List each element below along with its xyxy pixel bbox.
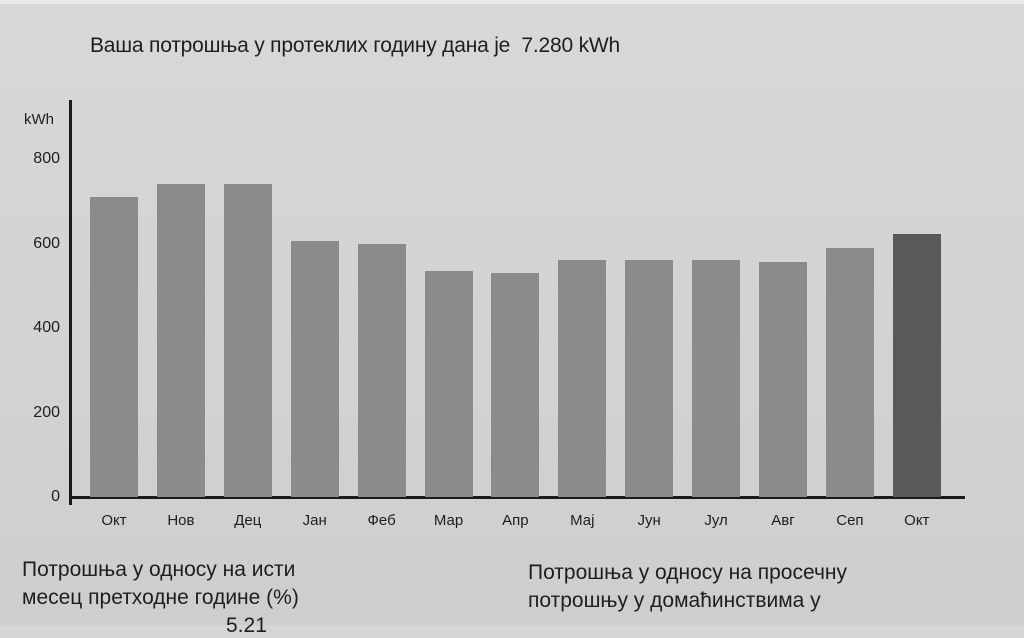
x-tick-label: Авг: [771, 512, 795, 529]
x-tick-label: Феб: [367, 512, 396, 529]
y-tick-label: 200: [33, 403, 60, 421]
x-tick-label: Мај: [570, 512, 595, 529]
bar-2: [223, 184, 272, 497]
bar-11: [825, 247, 874, 497]
household-average-comparison-heading: Потрошња у односу на просечну потрошњу у…: [528, 559, 847, 615]
x-tick-label: Дец: [234, 512, 262, 529]
x-tick-label: Јан: [302, 512, 327, 529]
x-axis: [69, 496, 965, 499]
y-axis: [69, 100, 72, 505]
bar-6: [491, 273, 540, 497]
household-heading-line1: Потрошња у односу на просечну: [528, 561, 847, 584]
bar-10: [759, 261, 807, 497]
x-tick-label: Сеп: [836, 512, 864, 529]
x-tick-label: Окт: [904, 512, 930, 529]
bar-8: [625, 260, 674, 497]
bar-5: [424, 270, 473, 497]
chart-title: Ваша потрошња у протеклих годину дана је…: [90, 34, 621, 57]
y-tick-label: 800: [33, 150, 60, 167]
bar-7: [558, 260, 607, 497]
y-tick-label: 400: [33, 319, 60, 336]
x-tick-label: Окт: [101, 512, 127, 529]
x-tick-label: Мар: [433, 512, 464, 529]
y-tick-label: 600: [33, 234, 60, 252]
same-month-value-partial: 5.21: [226, 614, 267, 637]
bar-0: [90, 197, 138, 497]
x-tick-label: Јун: [637, 512, 661, 529]
y-axis-unit: kWh: [24, 111, 54, 128]
page-top-edge: [0, 0, 1024, 4]
household-heading-line2: потрошњу у домаћинствима у: [528, 589, 821, 612]
bar-9: [692, 260, 741, 497]
same-month-comparison-heading: Потрошња у односу на исти месец претходн…: [22, 556, 299, 612]
x-tick-label: Јул: [704, 512, 728, 529]
same-month-heading-line2: месец претходне године (%): [22, 586, 299, 609]
same-month-heading-line1: Потрошња у односу на исти: [22, 558, 296, 581]
bar-12: [892, 233, 941, 497]
x-tick-label: Нов: [167, 512, 195, 529]
x-tick-label: Апр: [502, 512, 529, 529]
bar-3: [290, 241, 339, 497]
bar-4: [357, 243, 406, 497]
bar-1: [156, 184, 205, 497]
y-tick-label: 0: [51, 488, 60, 505]
